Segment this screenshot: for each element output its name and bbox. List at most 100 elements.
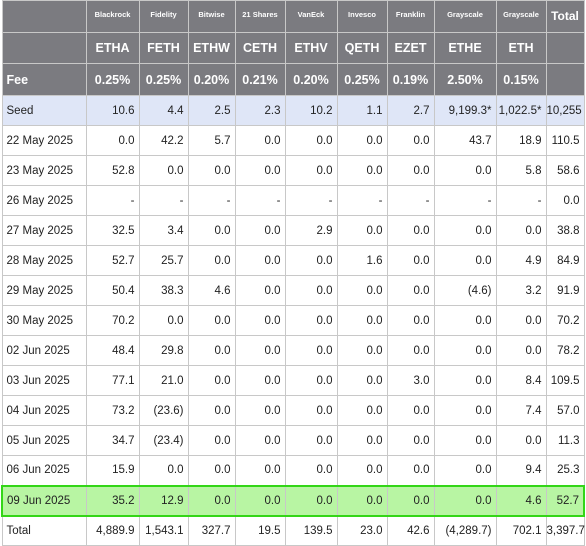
flow-cell: 34.7 <box>85 425 140 456</box>
flow-cell: 12.9 <box>138 484 189 517</box>
row-label: 03 Jun 2025 <box>1 365 87 396</box>
fee-label: Fee <box>1 63 87 96</box>
row-label: 26 May 2025 <box>1 185 87 216</box>
flow-cell: - <box>495 185 547 216</box>
fee-feth: 0.25% <box>138 63 189 96</box>
flow-cell: 0.0 <box>187 155 236 186</box>
flow-cell: (23.6) <box>138 395 189 426</box>
flow-cell: 2.5 <box>187 95 236 126</box>
flow-cell: 0.0 <box>495 215 547 246</box>
flow-cell: 9.4 <box>495 455 547 486</box>
flow-cell: 0.0 <box>187 215 236 246</box>
flow-cell: 0.0 <box>386 305 435 336</box>
flow-cell: 0.0 <box>386 275 435 306</box>
flow-cell: 0.0 <box>234 155 286 186</box>
row-total: 58.6 <box>545 155 585 186</box>
flow-cell: 43.7 <box>433 125 497 156</box>
flow-cell: 52.8 <box>85 155 140 186</box>
flow-cell: 0.0 <box>138 455 189 486</box>
fee-ethw: 0.20% <box>187 63 236 96</box>
flow-cell: 0.0 <box>433 395 497 426</box>
flow-cell: (23.4) <box>138 425 189 456</box>
issuer-21shares: 21 Shares <box>234 0 286 33</box>
flow-cell: 2.9 <box>284 215 338 246</box>
ticker-etha: ETHA <box>85 32 140 64</box>
flow-cell: 0.0 <box>433 455 497 486</box>
total-cell: 1,543.1 <box>138 515 189 546</box>
flow-cell: 0.0 <box>138 305 189 336</box>
ticker-feth: FETH <box>138 32 189 64</box>
fee-row: Fee 0.25% 0.25% 0.20% 0.21% 0.20% 0.25% … <box>1 63 585 96</box>
flow-cell: 3.2 <box>495 275 547 306</box>
flow-cell: 0.0 <box>386 484 435 517</box>
flow-cell: 0.0 <box>386 395 435 426</box>
flow-cell: 0.0 <box>85 125 140 156</box>
flow-cell: 0.0 <box>386 425 435 456</box>
flow-cell: 0.0 <box>336 395 388 426</box>
flow-cell: - <box>234 185 286 216</box>
flow-cell: 0.0 <box>284 484 338 517</box>
flow-cell: 0.0 <box>433 484 497 517</box>
ticker-header-row: ETHA FETH ETHW CETH ETHV QETH EZET ETHE … <box>1 32 585 64</box>
flow-cell: 48.4 <box>85 335 140 366</box>
flow-cell: 8.4 <box>495 365 547 396</box>
flow-cell: (4.6) <box>433 275 497 306</box>
flow-cell: 1,022.5* <box>495 95 547 126</box>
ticker-ezet: EZET <box>386 32 435 64</box>
flow-cell: 0.0 <box>234 365 286 396</box>
table-row: 05 Jun 2025 34.7 (23.4) 0.0 0.0 0.0 0.0 0.0 0.0 0… <box>1 425 585 456</box>
table-row: 28 May 2025 52.7 25.7 0.0 0.0 0.0 1.6 0.0 0.0 4.9… <box>1 245 585 276</box>
total-cell: 19.5 <box>234 515 286 546</box>
flow-cell: 70.2 <box>85 305 140 336</box>
flow-cell: 21.0 <box>138 365 189 396</box>
ticker-ethv: ETHV <box>284 32 338 64</box>
flow-cell: 7.4 <box>495 395 547 426</box>
ticker-qeth: QETH <box>336 32 388 64</box>
row-label: 09 Jun 2025 <box>1 484 87 517</box>
fee-qeth: 0.25% <box>336 63 388 96</box>
flow-cell: 0.0 <box>433 305 497 336</box>
flow-cell: - <box>336 185 388 216</box>
flow-cell: 0.0 <box>386 215 435 246</box>
flow-cell: 0.0 <box>433 335 497 366</box>
flow-cell: 29.8 <box>138 335 189 366</box>
flow-cell: 42.2 <box>138 125 189 156</box>
row-label: 23 May 2025 <box>1 155 87 186</box>
table-row: Seed 10.6 4.4 2.5 2.3 10.2 1.1 2.7 9,199.3* 1,022… <box>1 95 585 126</box>
flow-cell: 18.9 <box>495 125 547 156</box>
ticker-eth: ETH <box>495 32 547 64</box>
flow-cell: - <box>85 185 140 216</box>
ticker-ceth: CETH <box>234 32 286 64</box>
fee-total-cell <box>545 63 585 96</box>
fee-ezet: 0.19% <box>386 63 435 96</box>
flow-cell: 0.0 <box>336 365 388 396</box>
flow-cell: 0.0 <box>495 335 547 366</box>
fee-etha: 0.25% <box>85 63 140 96</box>
flow-cell: 0.0 <box>433 365 497 396</box>
table-row: 26 May 2025- - - - - - - - -0.0 <box>1 185 585 216</box>
flow-cell: - <box>138 185 189 216</box>
flow-cell: - <box>433 185 497 216</box>
flow-cell: 0.0 <box>234 125 286 156</box>
flow-cell: 0.0 <box>433 155 497 186</box>
flow-cell: 0.0 <box>234 455 286 486</box>
flow-cell: 35.2 <box>85 484 140 517</box>
row-label: 22 May 2025 <box>1 125 87 156</box>
flow-cell: 0.0 <box>187 425 236 456</box>
flow-cell: 25.7 <box>138 245 189 276</box>
flow-cell: 4.4 <box>138 95 189 126</box>
total-cell: 139.5 <box>284 515 338 546</box>
fee-ethe: 2.50% <box>433 63 497 96</box>
issuer-vaneck: VanEck <box>284 0 338 33</box>
flow-cell: 0.0 <box>336 455 388 486</box>
row-label: 29 May 2025 <box>1 275 87 306</box>
flow-cell: 2.3 <box>234 95 286 126</box>
flow-cell: 0.0 <box>386 335 435 366</box>
grand-total: 3,397.7 <box>545 515 585 546</box>
flow-cell: 0.0 <box>284 365 338 396</box>
table-row: 04 Jun 2025 73.2 (23.6) 0.0 0.0 0.0 0.0 0.0 0.0 7… <box>1 395 585 426</box>
flow-cell: 0.0 <box>386 125 435 156</box>
flow-cell: 0.0 <box>495 305 547 336</box>
flow-cell: 0.0 <box>284 155 338 186</box>
